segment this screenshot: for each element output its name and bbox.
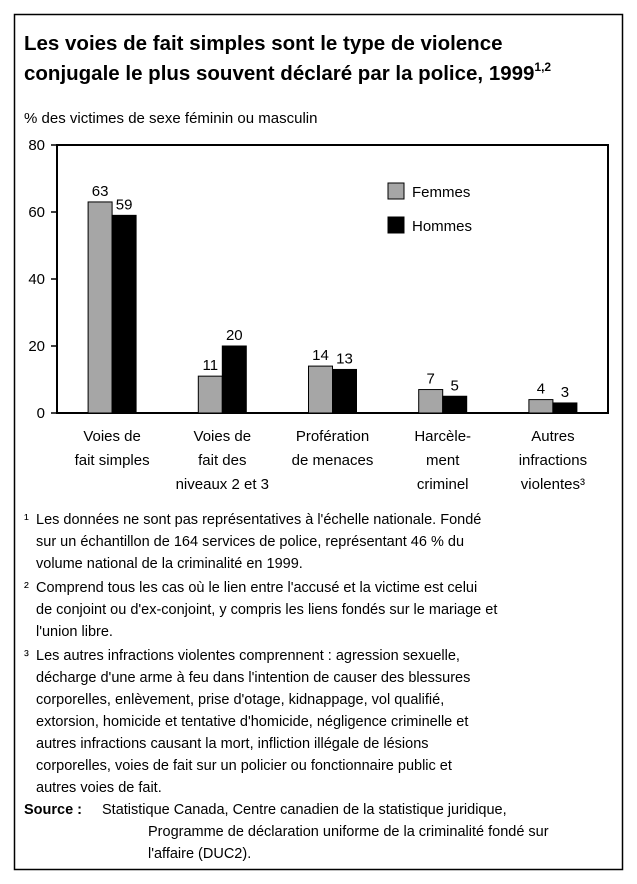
x-tick-label: Profération <box>296 428 369 445</box>
chart-title: conjugale le plus souvent déclaré par la… <box>24 60 551 85</box>
data-label: 3 <box>561 384 569 401</box>
footnote-line: Comprend tous les cas où le lien entre l… <box>36 580 477 596</box>
data-label: 20 <box>226 327 243 344</box>
y-axis-label: % des victimes de sexe féminin ou mascul… <box>24 110 317 127</box>
y-tick-label: 20 <box>28 338 45 355</box>
bar <box>442 395 468 414</box>
x-tick-label: Voies de <box>83 428 141 445</box>
footnote-line: Les données ne sont pas représentatives … <box>36 512 481 528</box>
y-tick-label: 40 <box>28 271 45 288</box>
frame <box>13 13 624 871</box>
data-label: 13 <box>336 350 353 367</box>
footnote-line: l'union libre. <box>36 624 113 640</box>
footnote-line: extorsion, homicide et tentative d'homic… <box>36 714 468 730</box>
data-label: 4 <box>537 381 545 398</box>
footnote-mark: ² <box>24 580 29 596</box>
chart-title: Les voies de fait simples sont le type d… <box>24 32 503 55</box>
x-tick-label: infractions <box>519 452 587 469</box>
title-note: 1,2 <box>534 60 551 74</box>
y-tick-label: 0 <box>37 405 45 422</box>
footnote-line: corporelles, enlèvement, prise d'otage, … <box>36 692 444 708</box>
x-tick-label: Autres <box>531 428 574 445</box>
bar <box>221 345 247 414</box>
y-tick-label: 60 <box>28 204 45 221</box>
source-label: Source : <box>24 802 82 818</box>
footnote-line: Les autres infractions violentes compren… <box>36 648 460 664</box>
data-label: 11 <box>203 357 219 374</box>
x-tick-label: fait simples <box>75 452 150 469</box>
footnote-line: volume national de la criminalité en 199… <box>36 556 303 572</box>
bar <box>197 375 223 414</box>
footnote-mark: ¹ <box>24 512 29 528</box>
x-tick-label: Voies de <box>194 428 252 445</box>
bar <box>308 365 333 414</box>
data-label: 63 <box>92 183 109 200</box>
bar <box>528 399 554 414</box>
x-tick-label: violentes³ <box>521 476 585 493</box>
source-line: Programme de déclaration uniforme de la … <box>148 824 549 840</box>
legend-swatch <box>387 182 405 200</box>
footnote-line: corporelles, voies de fait sur un polici… <box>36 758 452 774</box>
footnote-mark: ³ <box>24 648 29 664</box>
x-tick-label: Harcèle- <box>414 428 471 445</box>
data-label: 59 <box>116 196 133 213</box>
source-line: l'affaire (DUC2). <box>148 846 251 862</box>
source-line: Statistique Canada, Centre canadien de l… <box>102 802 507 818</box>
data-label: 7 <box>427 371 435 388</box>
bar <box>552 402 578 414</box>
x-tick-label: fait des <box>198 452 246 469</box>
data-label: 5 <box>451 377 459 394</box>
bar <box>332 368 357 414</box>
chart-title-line: conjugale le plus souvent déclaré par la… <box>24 62 534 85</box>
x-tick-label: niveaux 2 et 3 <box>176 476 269 493</box>
footnote-line: sur un échantillon de 164 services de po… <box>36 534 464 550</box>
footnote-line: de conjoint ou d'ex-conjoint, y compris … <box>36 602 497 618</box>
legend-swatch <box>387 216 405 234</box>
bar <box>87 201 113 414</box>
footnote-line: autres voies de fait. <box>36 780 162 796</box>
footnote-line: décharge d'une arme à feu dans l'intenti… <box>36 670 470 686</box>
bar <box>111 214 137 414</box>
legend-label: Hommes <box>412 218 472 235</box>
legend-label: Femmes <box>412 184 470 201</box>
footnote-line: autres infractions causant la mort, infl… <box>36 736 429 752</box>
x-tick-label: ment <box>426 452 460 469</box>
data-label: 14 <box>312 347 329 364</box>
y-tick-label: 80 <box>28 137 45 154</box>
x-tick-label: criminel <box>417 476 469 493</box>
x-tick-label: de menaces <box>292 452 374 469</box>
bar <box>418 389 444 414</box>
